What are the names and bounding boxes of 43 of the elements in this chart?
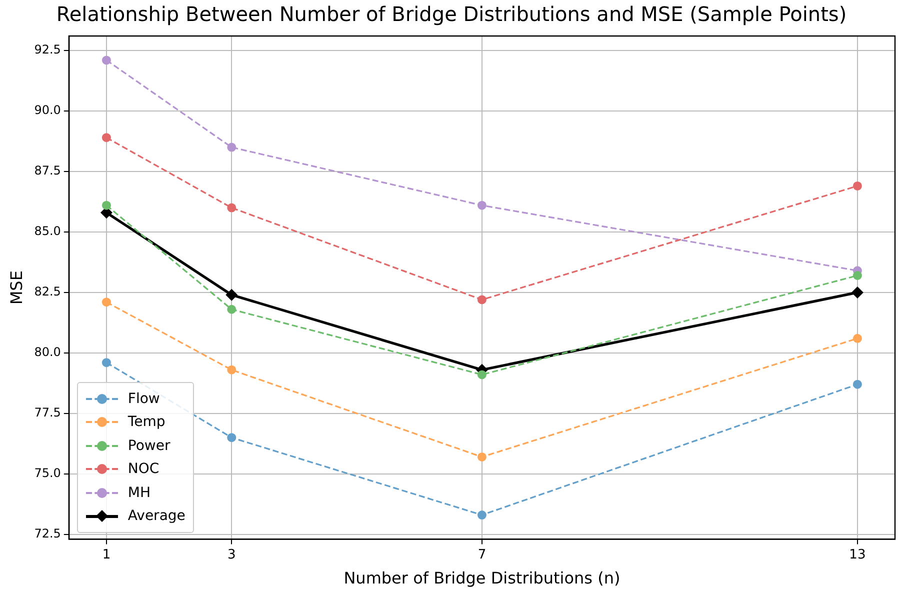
point <box>102 133 111 142</box>
point <box>227 433 236 442</box>
y-tick-label: 80.0 <box>34 345 61 360</box>
point <box>851 286 864 298</box>
legend-label: Average <box>128 508 186 524</box>
legend-label: Power <box>128 438 170 454</box>
point <box>102 358 111 368</box>
point <box>477 452 486 462</box>
y-tick-label: 87.5 <box>34 164 61 178</box>
point <box>227 142 236 152</box>
point <box>477 510 486 520</box>
point <box>102 298 111 307</box>
point <box>227 203 236 212</box>
chart-title: Relationship Between Number of Bridge Distributions and MSE (Sample Points) <box>56 2 847 26</box>
y-tick-label: 72.5 <box>34 526 61 540</box>
y-axis-title: MSE <box>6 270 26 305</box>
legend-label: Flow <box>128 390 160 407</box>
point <box>852 271 862 280</box>
point <box>477 295 486 304</box>
point <box>477 200 486 210</box>
point <box>852 181 862 190</box>
legend-label: MH <box>128 484 151 501</box>
x-tick-label: 7 <box>478 547 486 562</box>
x-axis-title: Number of Bridge Distributions (n) <box>344 568 620 588</box>
x-tick-label: 3 <box>227 547 236 562</box>
point <box>477 370 486 380</box>
point <box>102 200 111 210</box>
point <box>226 288 238 301</box>
y-tick-label: 77.5 <box>34 406 61 420</box>
legend-label: NOC <box>128 461 160 478</box>
point <box>102 56 111 65</box>
x-tick-label: 13 <box>849 547 866 562</box>
y-tick-label: 90.0 <box>34 103 61 118</box>
x-tick-label: 1 <box>102 547 111 562</box>
point <box>227 304 236 314</box>
y-tick-label: 85.0 <box>34 224 61 238</box>
point <box>227 365 236 374</box>
y-tick-label: 75.0 <box>34 466 61 480</box>
legend-label: Temp <box>128 414 166 430</box>
y-tick-label: 92.5 <box>34 42 61 57</box>
point <box>852 380 862 389</box>
point <box>852 334 862 343</box>
y-tick-label: 82.5 <box>34 284 61 299</box>
